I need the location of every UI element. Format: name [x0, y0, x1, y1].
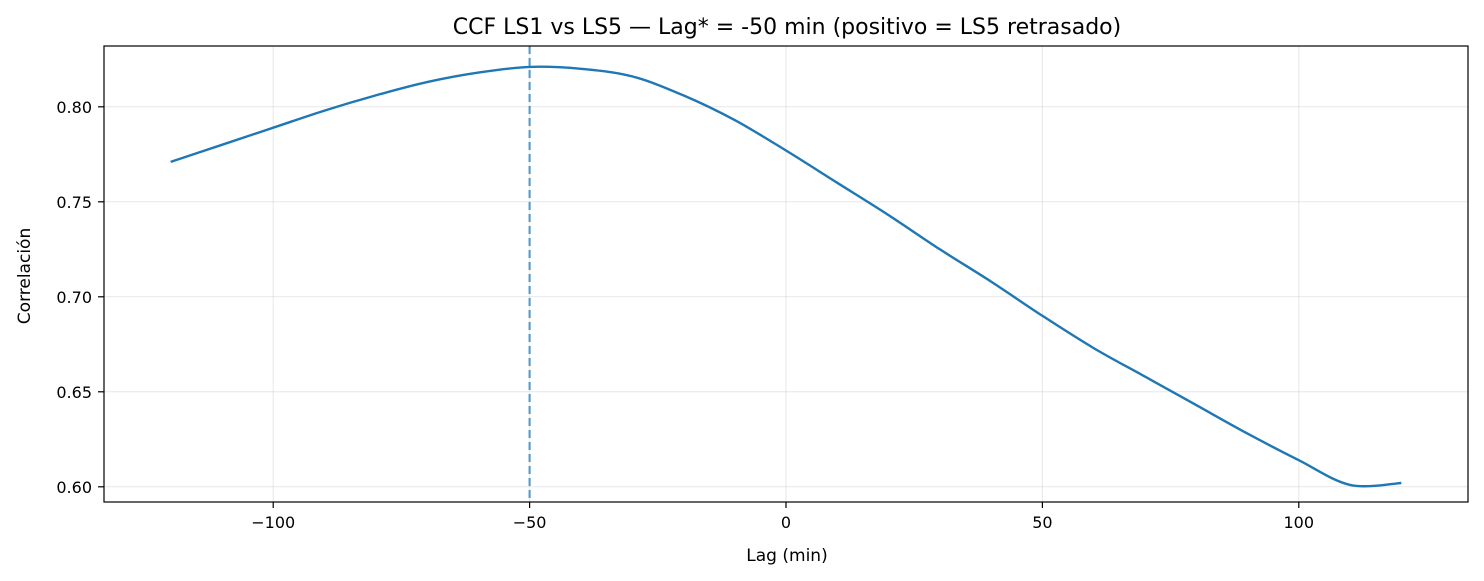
x-tick-label: −50: [513, 513, 547, 532]
chart-title: CCF LS1 vs LS5 — Lag* = -50 min (positiv…: [453, 15, 1121, 40]
y-axis-label: Correlación: [15, 228, 35, 324]
y-tick-label: 0.80: [56, 98, 92, 117]
series-layer: [170, 65, 1402, 488]
x-tick-label: −100: [251, 513, 295, 532]
x-tick-label: 0: [781, 513, 791, 532]
x-tick-label: 100: [1284, 513, 1315, 532]
y-tick-label: 0.65: [56, 383, 92, 402]
x-axis-label: Lag (min): [746, 546, 827, 566]
y-axis-ticks: 0.60 0.65 0.70 0.75 0.80: [56, 98, 104, 497]
y-tick-label: 0.75: [56, 193, 92, 212]
x-axis-ticks: −100 −50 0 50 100: [251, 502, 1314, 532]
y-tick-label: 0.70: [56, 288, 92, 307]
ccf-series-line: [170, 65, 1402, 488]
grid: [104, 46, 1468, 502]
x-tick-label: 50: [1032, 513, 1052, 532]
y-tick-label: 0.60: [56, 478, 92, 497]
